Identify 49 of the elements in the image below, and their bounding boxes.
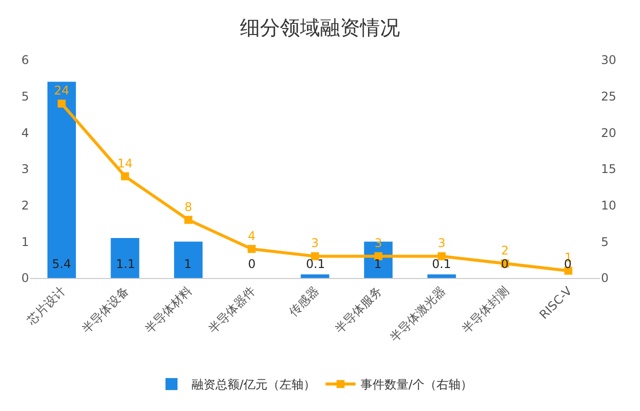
- y2-tick-label: 10: [601, 198, 616, 213]
- x-tick-label: 半导体材料: [142, 284, 195, 336]
- y2-tick-label: 30: [601, 53, 616, 68]
- x-tick-label: 半导体服务: [332, 284, 385, 336]
- y-tick-label: 6: [21, 53, 29, 68]
- y-tick-label: 0: [21, 271, 29, 286]
- data-label: 0: [501, 257, 509, 271]
- data-label: 8: [184, 200, 192, 214]
- point: [121, 172, 129, 180]
- data-label: 1.1: [116, 257, 136, 271]
- x-tick-label: 芯片设计: [23, 284, 68, 328]
- x-tick-label: 半导体封测: [459, 284, 512, 336]
- data-label: 24: [54, 84, 70, 98]
- bar: [174, 242, 203, 278]
- y-tick-label: 5: [21, 90, 29, 104]
- y2-tick-label: 5: [601, 234, 609, 249]
- point: [184, 216, 192, 224]
- y2-tick-label: 15: [601, 162, 616, 176]
- y2-tick-label: 20: [601, 126, 616, 140]
- legend-label: 融资总额/亿元（左轴）: [192, 378, 316, 392]
- x-tick-label: 半导体激光器: [387, 284, 448, 345]
- x-tick-label: 半导体器件: [206, 284, 258, 336]
- y-tick-label: 4: [21, 126, 29, 140]
- data-label: 3: [438, 236, 446, 250]
- data-label: 3: [311, 236, 319, 250]
- data-label: 0.1: [432, 257, 452, 271]
- y2-tick-label: 25: [601, 90, 616, 104]
- bar: [427, 274, 456, 278]
- bar: [300, 274, 330, 278]
- data-label: 14: [117, 156, 133, 170]
- legend-label: 事件数量/个（右轴）: [360, 378, 473, 392]
- point: [248, 244, 256, 253]
- bar: [47, 82, 76, 278]
- y2-tick-label: 0: [601, 271, 609, 286]
- y-tick-label: 2: [21, 198, 29, 213]
- data-label: 0: [248, 257, 256, 271]
- data-label: 0.1: [306, 257, 326, 271]
- x-tick-label: 半导体设备: [79, 284, 132, 336]
- y-tick-label: 1: [21, 234, 29, 249]
- x-tick-label: 传感器: [286, 284, 322, 320]
- point: [58, 100, 66, 108]
- data-label: 2: [501, 243, 509, 258]
- data-label: 1: [184, 257, 192, 271]
- data-label: 4: [248, 228, 256, 243]
- data-label: 1: [374, 257, 382, 271]
- bar: [110, 238, 140, 278]
- chart-title: 细分领域融资情况: [240, 16, 400, 40]
- y-tick-label: 3: [21, 162, 29, 176]
- data-label: 5.4: [52, 257, 72, 271]
